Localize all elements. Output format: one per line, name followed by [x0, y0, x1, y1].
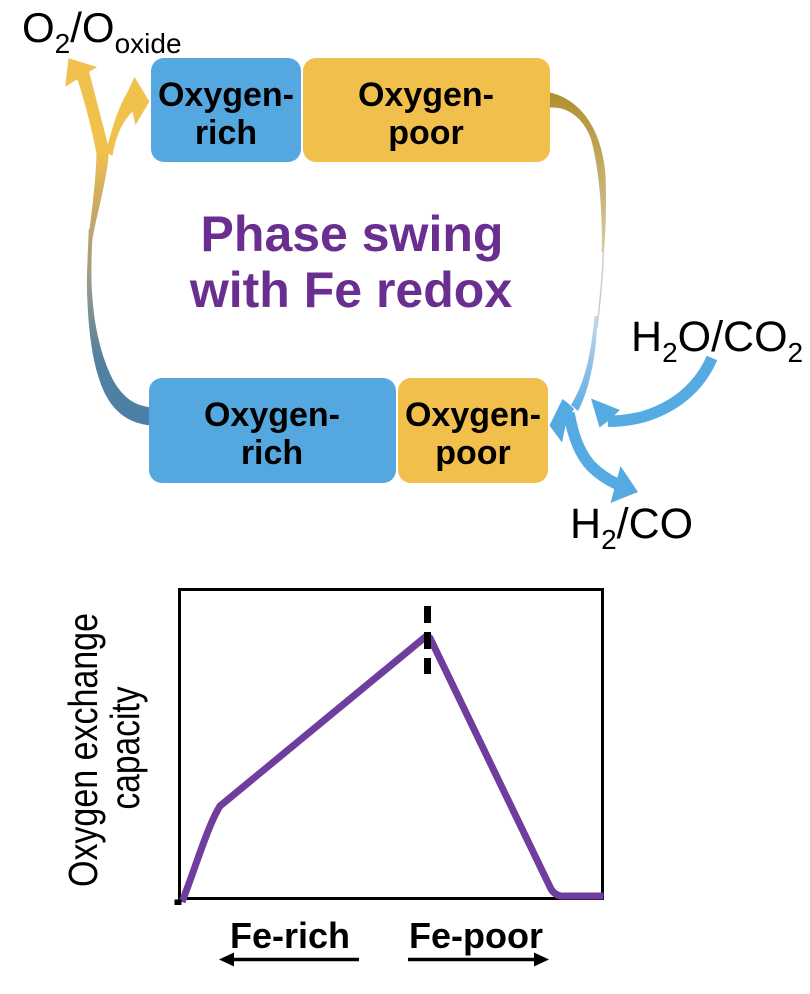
svg-text:with Fe redox: with Fe redox [189, 262, 512, 318]
svg-text:Oxygen-: Oxygen- [405, 396, 541, 434]
svg-text:H2O/CO2: H2O/CO2 [631, 313, 803, 368]
svg-text:poor: poor [435, 434, 511, 472]
svg-text:Oxygen-: Oxygen- [204, 396, 340, 434]
svg-text:rich: rich [195, 114, 257, 152]
svg-text:H2/CO: H2/CO [570, 500, 693, 555]
svg-text:capacity: capacity [102, 686, 148, 809]
svg-text:Oxygen-: Oxygen- [158, 76, 294, 114]
svg-text:Fe-rich: Fe-rich [230, 915, 350, 956]
svg-text:O2/Ooxide: O2/Ooxide [22, 4, 182, 59]
svg-text:rich: rich [241, 434, 303, 472]
svg-text:Oxygen exchange: Oxygen exchange [60, 613, 106, 887]
svg-text:Fe-poor: Fe-poor [409, 915, 543, 956]
svg-text:poor: poor [388, 114, 464, 152]
svg-text:Phase swing: Phase swing [201, 206, 504, 262]
svg-text:Oxygen-: Oxygen- [358, 76, 494, 114]
